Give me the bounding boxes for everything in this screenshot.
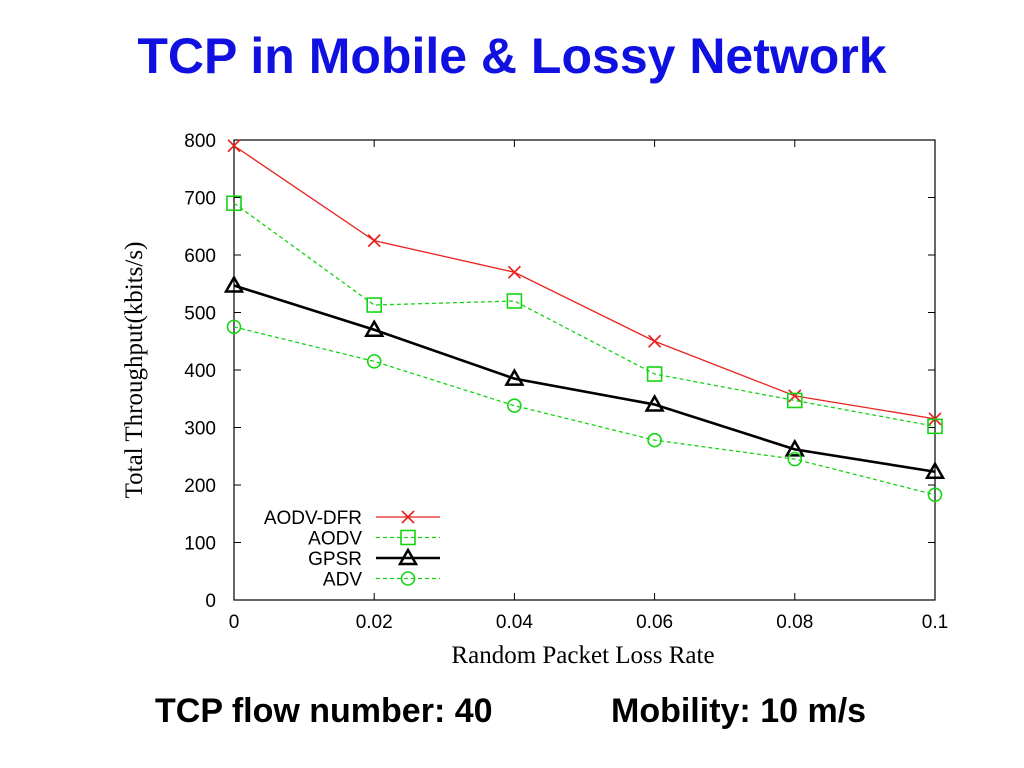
- legend-marker-gpsr: [397, 547, 419, 566]
- data-point-gpsr: [784, 438, 805, 457]
- y-tick-label: 100: [184, 534, 216, 555]
- y-ticks-group: 0 100 200 300 400 500 600 700 800: [184, 131, 935, 612]
- legend-label-aodv-dfr: AODV-DFR: [264, 508, 362, 529]
- x-axis-title: Random Packet Loss Rate: [451, 642, 714, 669]
- data-point-adv: [507, 398, 522, 413]
- data-point-gpsr: [223, 274, 245, 293]
- data-point-gpsr: [644, 393, 665, 412]
- x-tick-label: 0.06: [636, 612, 673, 633]
- y-tick-label: 200: [184, 476, 216, 497]
- data-point-adv: [366, 354, 382, 369]
- data-point-aodv-dfr-stroke: [367, 234, 381, 248]
- y-tick-label: 300: [184, 419, 216, 440]
- legend-marker-aodv: [400, 529, 416, 546]
- data-point-adv: [927, 487, 943, 503]
- legend-label-adv: ADV: [323, 570, 362, 591]
- y-tick-label: 800: [184, 131, 216, 152]
- series-group: [223, 139, 946, 503]
- data-point-adv: [226, 319, 242, 335]
- y-tick-label: 400: [184, 361, 216, 382]
- data-point-aodv-dfr: [367, 234, 381, 248]
- data-point-gpsr: [924, 461, 946, 480]
- tcp-flow-number-label: TCP flow number: 40: [155, 692, 493, 730]
- data-point-aodv-dfr-stroke: [648, 334, 662, 348]
- data-point-aodv: [786, 392, 803, 409]
- y-tick-label: 500: [184, 304, 216, 325]
- x-ticks-group: 0 0.02 0.04 0.06 0.08 0.1: [229, 140, 948, 633]
- x-tick-label: 0.1: [922, 612, 948, 633]
- data-point-gpsr: [364, 319, 385, 337]
- y-tick-label: 0: [205, 591, 216, 612]
- series-line-aodv-dfr: [233, 145, 936, 420]
- series-line-aodv: [233, 202, 936, 427]
- y-tick-label: 700: [184, 189, 216, 210]
- legend-marker-adv: [400, 571, 416, 586]
- data-point-aodv-dfr: [507, 265, 521, 279]
- data-point-aodv: [927, 418, 943, 435]
- data-point-adv: [787, 451, 803, 467]
- x-tick-label: 0.04: [496, 612, 533, 633]
- legend-label-aodv: AODV: [308, 529, 362, 550]
- data-point-aodv-dfr-stroke: [227, 139, 241, 153]
- data-point-aodv-dfr: [227, 139, 241, 153]
- slide-title: TCP in Mobile & Lossy Network: [137, 28, 887, 84]
- data-point-aodv: [226, 195, 242, 212]
- series-line-gpsr: [233, 284, 936, 474]
- x-tick-label: 0.08: [776, 612, 813, 633]
- data-point-aodv-dfr-stroke: [507, 265, 521, 279]
- legend-label-gpsr: GPSR: [308, 549, 362, 570]
- data-point-aodv-dfr: [648, 334, 662, 348]
- y-axis-title: Total Throughput(kbits/s): [121, 242, 148, 499]
- data-point-aodv: [506, 293, 523, 309]
- y-tick-label: 600: [184, 246, 216, 267]
- legend-marker-aodv-dfr-stroke: [401, 510, 415, 524]
- x-tick-label: 0: [229, 612, 240, 633]
- data-point-aodv: [366, 297, 383, 313]
- mobility-label: Mobility: 10 m/s: [611, 692, 867, 730]
- data-point-aodv: [646, 366, 663, 382]
- x-tick-label: 0.02: [356, 612, 393, 633]
- data-point-gpsr: [504, 368, 525, 386]
- series-line-adv: [233, 326, 936, 496]
- legend-marker-aodv-dfr: [401, 510, 415, 524]
- data-point-adv: [647, 432, 662, 448]
